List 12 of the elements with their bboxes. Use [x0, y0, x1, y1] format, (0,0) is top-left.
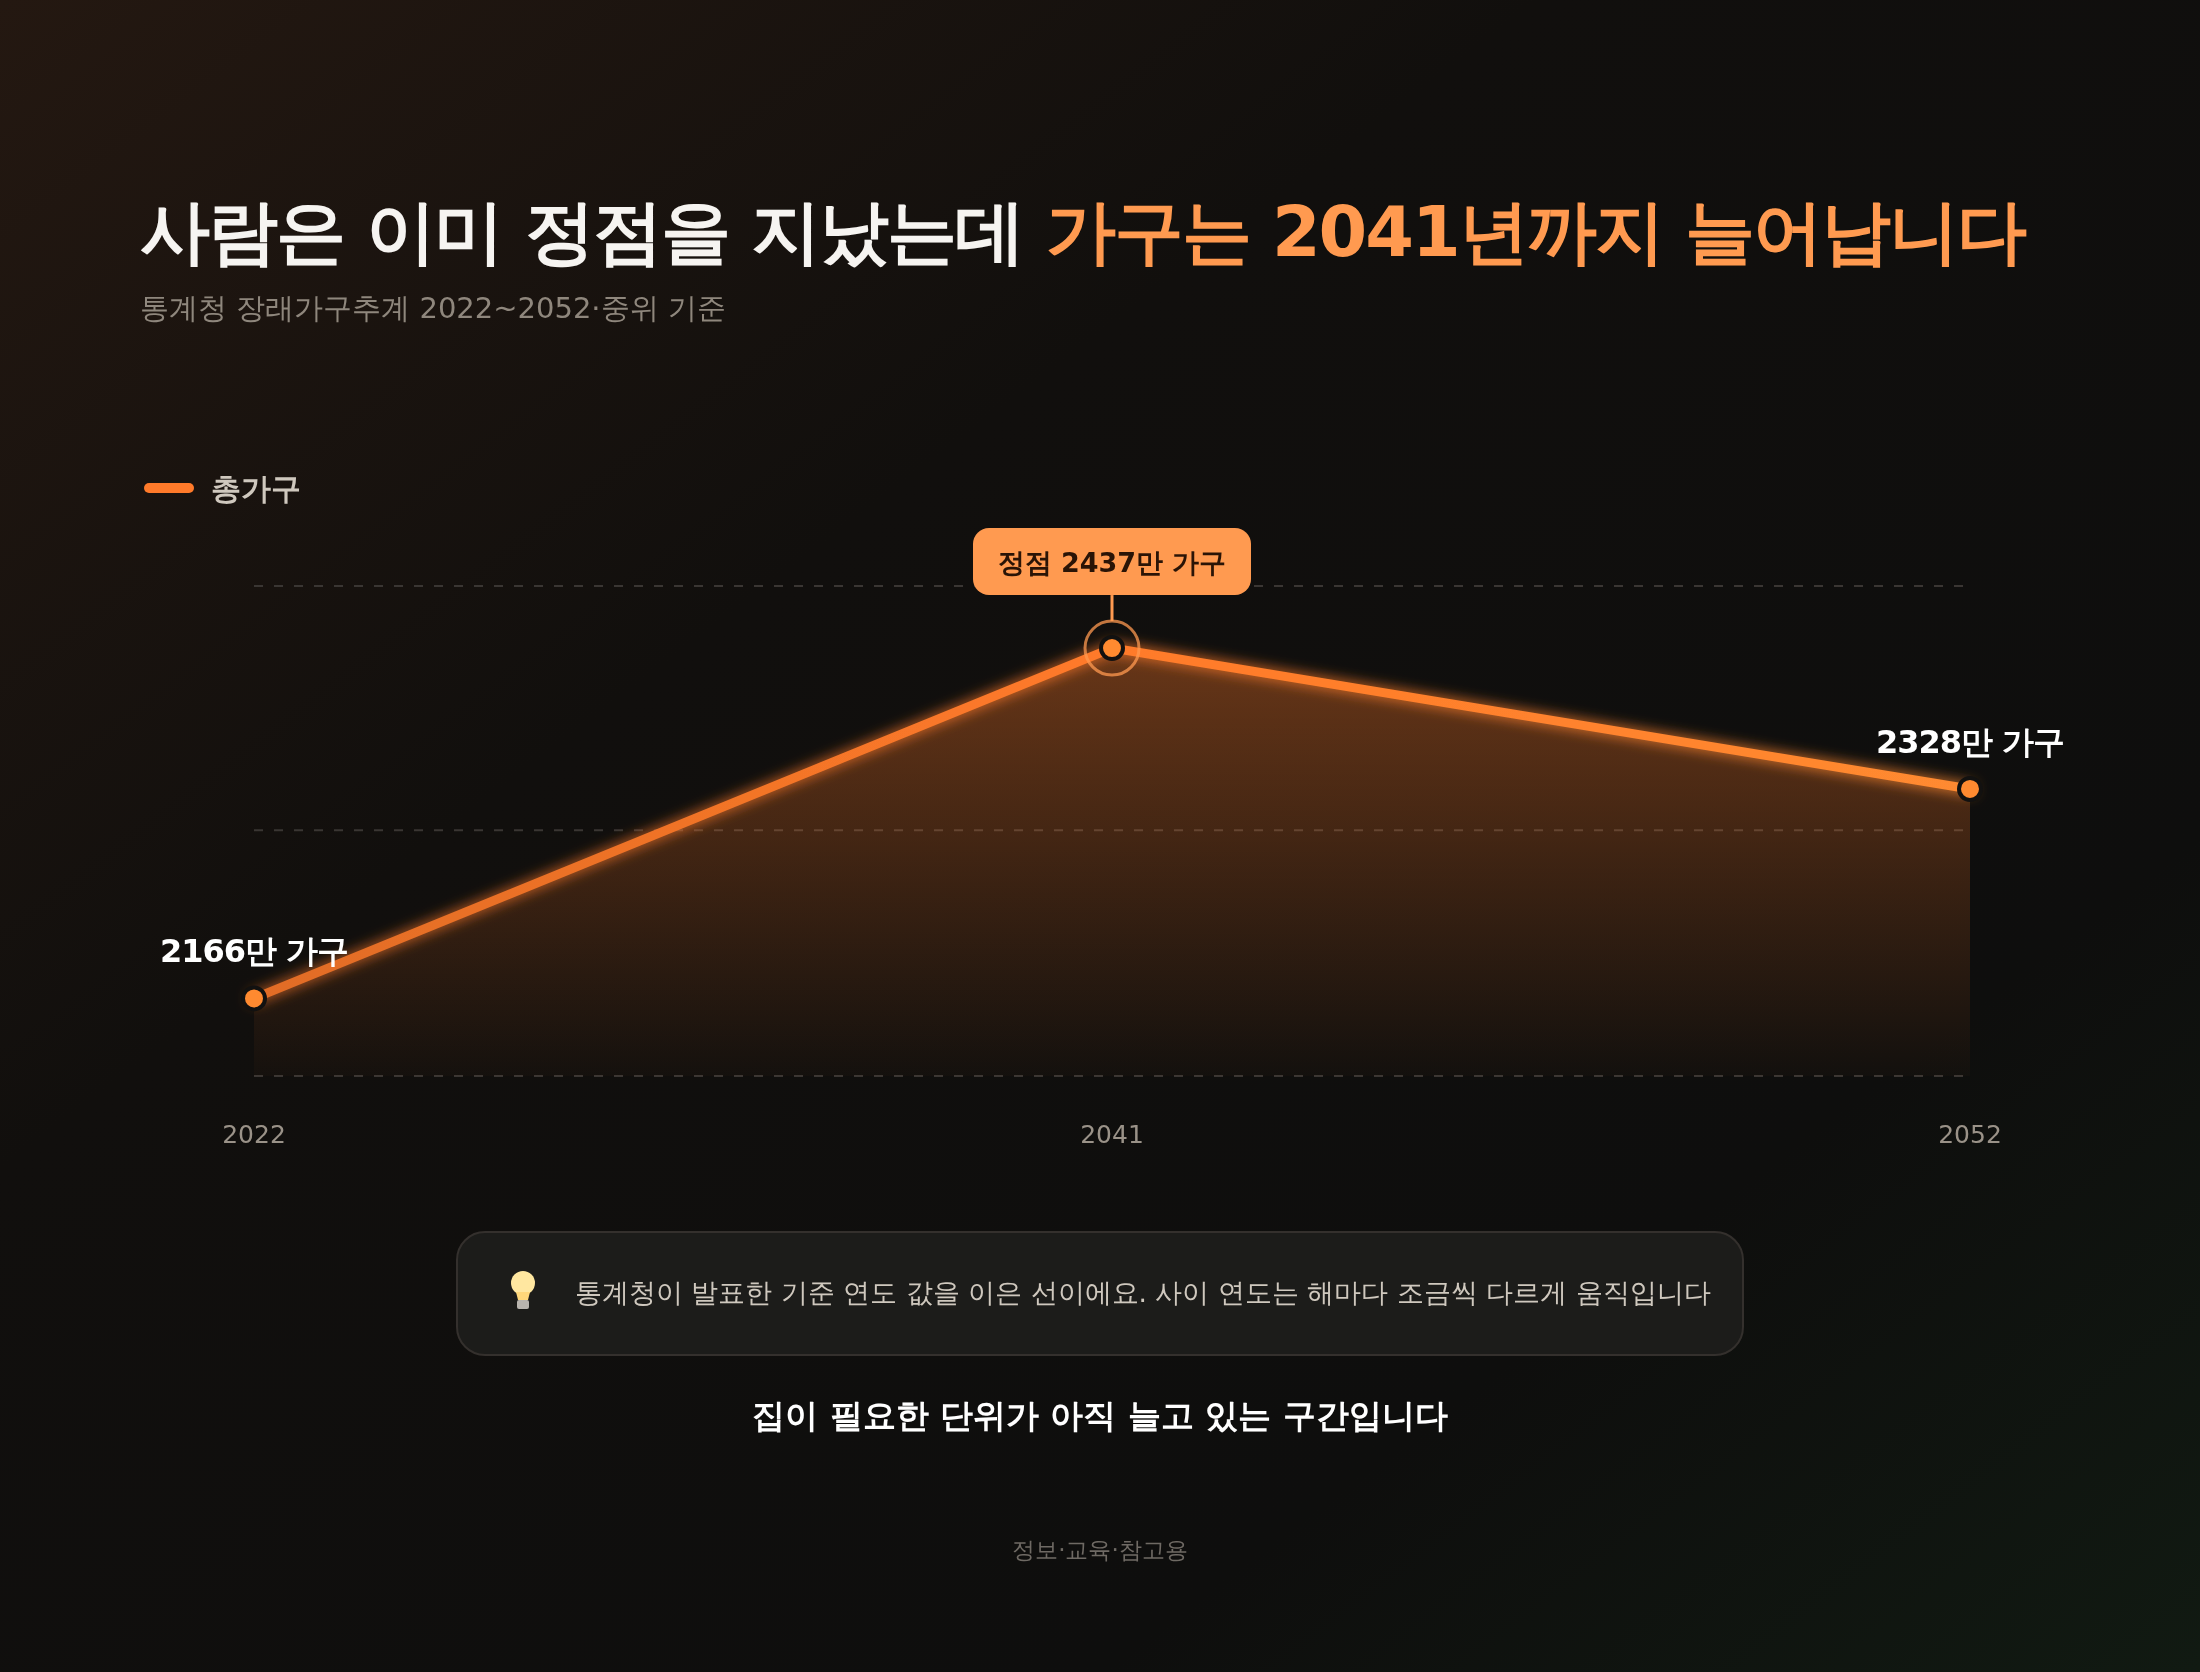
chart-title: 사람은 이미 정점을 지났는데 가구는 2041년까지 늘어납니다: [140, 191, 2028, 273]
text: 통계청이 발표한 기준 연도 값을 이은 선이에요. 사이 연도는 해마다 조금씩 다르게 움직입니다: [575, 1277, 1711, 1308]
chart-subtitle: 통계청 장래가구추계 2022~2052·중위 기준: [140, 291, 726, 325]
data-label: 2166만 가구: [159, 932, 349, 971]
text: 정보·교육·참고용: [1012, 1537, 1188, 1563]
data-label: 2328만 가구: [1875, 722, 2065, 761]
text: 집이 필요한 단위가 아직 늘고 있는 구간입니다: [752, 1396, 1448, 1435]
x-tick-label: 2022: [222, 1120, 286, 1149]
legend-label: 총가구: [211, 471, 301, 506]
annotation: 정점 2437만 가구: [997, 546, 1227, 578]
x-tick-label: 2052: [1938, 1120, 2002, 1149]
x-tick-label: 2041: [1080, 1120, 1144, 1149]
